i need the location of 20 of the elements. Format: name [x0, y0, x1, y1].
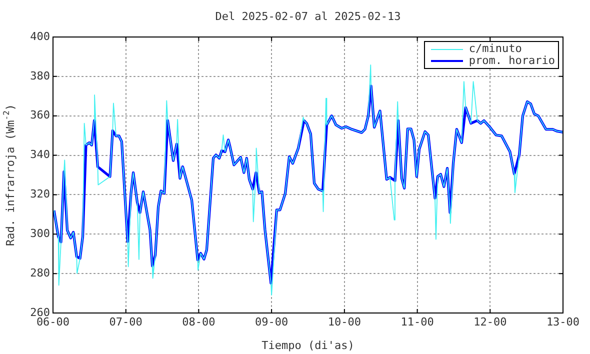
- y-tick-label: 320: [30, 188, 50, 201]
- x-tick-label: 07-00: [109, 315, 142, 328]
- y-tick-label: 340: [30, 148, 50, 162]
- y-tick-label: 400: [30, 30, 50, 43]
- legend-label: prom. horario: [468, 54, 555, 67]
- x-tick-label: 08-00: [182, 315, 216, 328]
- y-tick-label: 380: [30, 69, 50, 82]
- x-tick-label: 06-00: [36, 315, 70, 328]
- x-tick-label: 09-00: [255, 315, 288, 328]
- x-tick-label: 11-00: [400, 315, 434, 328]
- legend-label: c/minuto: [468, 42, 522, 55]
- x-axis-title: Tiempo (di'as): [262, 338, 354, 352]
- y-tick-label: 360: [30, 108, 50, 122]
- x-tick-label: 10-00: [328, 315, 361, 328]
- y-tick-label: 300: [30, 227, 50, 240]
- chart-title: Del 2025-02-07 al 2025-02-13: [215, 10, 401, 23]
- y-tick-label: 280: [30, 266, 50, 280]
- y-axis-title: Rad. infrarroja (Wm-2): [2, 104, 17, 246]
- x-tick-label: 13-00: [546, 315, 580, 328]
- x-tick-label: 12-00: [474, 315, 507, 328]
